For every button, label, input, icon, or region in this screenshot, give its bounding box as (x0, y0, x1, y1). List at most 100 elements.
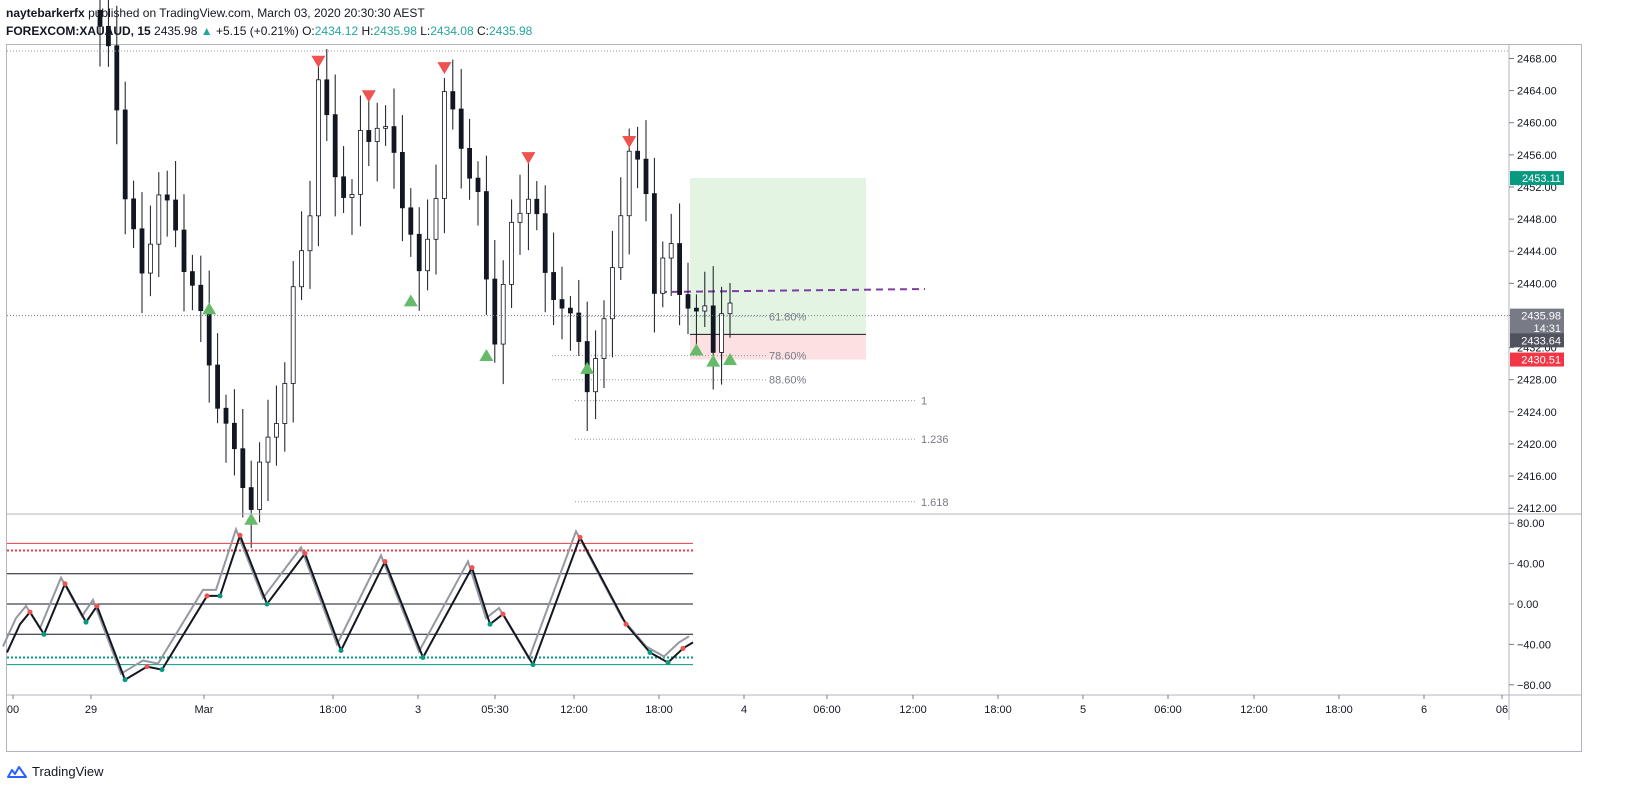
fib-level-label: 78.60% (769, 351, 807, 363)
candle-body (643, 158, 649, 195)
candle-body (374, 127, 380, 142)
osc-tick-label: 40.00 (1517, 559, 1545, 571)
candle (147, 205, 153, 297)
candle (399, 115, 405, 242)
candle (635, 126, 640, 189)
osc-cross-down-dot (680, 645, 686, 651)
footer-brand[interactable]: TradingView (6, 764, 104, 779)
candle (593, 330, 598, 420)
candle-body (399, 152, 405, 209)
osc-cross-down-dot (469, 565, 475, 571)
candle (677, 203, 682, 326)
last-price: 2435.98 (154, 24, 198, 38)
candle-body (467, 147, 473, 179)
candle-body (341, 176, 347, 198)
time-tick-label: 12:00 (560, 704, 588, 716)
price-tick-label: 2468.00 (1517, 54, 1557, 66)
candle-body (240, 448, 246, 488)
osc-cross-down-dot (237, 532, 243, 538)
candle-body (114, 45, 120, 111)
sell-signal-arrow (437, 62, 452, 75)
candle (685, 262, 691, 335)
time-tick-label: 6 (1421, 704, 1427, 716)
price-tick-label: 2440.00 (1517, 278, 1557, 290)
sell-signal-arrow (622, 136, 637, 149)
candle (542, 185, 548, 313)
candle-body (290, 286, 296, 384)
candle-body (122, 109, 128, 200)
time-tick-label: 18:00 (645, 704, 673, 716)
buy-signal-arrow (479, 348, 494, 361)
candle (668, 213, 674, 297)
candle (458, 68, 464, 189)
osc-cross-up-dot (83, 619, 89, 625)
fibonacci-levels[interactable]: 61.80% 78.60% 88.60% 1 1.236 1.618 (552, 311, 949, 509)
candle-body (131, 198, 137, 230)
candle-body (677, 243, 682, 295)
osc-cross-up-dot (487, 621, 493, 627)
candle-body (391, 126, 397, 153)
candle-body (433, 198, 439, 240)
candle (223, 394, 229, 463)
symbol-name[interactable]: FOREXCOM:XAUAUD, 15 (6, 24, 151, 38)
candle (131, 180, 137, 248)
candle-body (593, 358, 598, 393)
chart-canvas[interactable]: 61.80% 78.60% 88.60% 1 1.236 1.618 2468.00 246… (0, 0, 1640, 760)
osc-tick-label: 80.00 (1517, 518, 1545, 530)
close-value: 2435.98 (488, 24, 533, 38)
candle-body (215, 364, 221, 409)
price-badge-bg (1510, 308, 1564, 323)
buy-signal-arrow (723, 352, 737, 365)
candle-body (315, 79, 321, 217)
candle (164, 170, 170, 237)
time-tick-label: 00 (7, 704, 19, 716)
candle-body (248, 487, 254, 510)
time-tick-label: 29 (85, 704, 97, 716)
position-tool[interactable] (659, 178, 926, 360)
candle-body (568, 307, 573, 314)
candle-body (660, 257, 666, 294)
time-tick-label: 5 (1080, 704, 1086, 716)
publish-info: published on TradingView.com, March 03, … (88, 6, 425, 20)
high-value: 2435.98 (373, 24, 417, 38)
candle-body (408, 207, 414, 235)
osc-cross-down-dot (144, 664, 150, 670)
candle (601, 300, 607, 389)
price-badge: 2430.51 (1510, 352, 1564, 367)
candle (240, 408, 246, 518)
candle (643, 120, 649, 222)
candle (702, 271, 708, 328)
candle-body (542, 213, 548, 273)
candle (156, 172, 162, 278)
time-tick-label: 3 (415, 704, 421, 716)
price-tick-label: 2444.00 (1517, 246, 1557, 258)
candle-body (97, 9, 103, 27)
buy-signal-arrow (202, 302, 217, 315)
candle (181, 194, 187, 312)
candle-body (694, 307, 699, 312)
candle-body (475, 177, 481, 192)
price-badge-label: 2453.11 (1522, 173, 1561, 185)
candle (114, 5, 120, 145)
time-tick-label: 12:00 (899, 704, 927, 716)
candle-body (181, 229, 187, 273)
candle-body (416, 233, 422, 272)
candle (551, 232, 556, 326)
price-badge: 2433.64 (1510, 333, 1564, 348)
candle-body (139, 228, 145, 274)
axes: 2468.002464.002460.002456.002452.002448.… (7, 45, 1582, 720)
price-badge-label: 14:31 (1533, 323, 1561, 335)
chart-frame (6, 44, 1582, 752)
osc-cross-down-dot (577, 534, 583, 540)
open-value: 2434.12 (314, 24, 359, 38)
candle (391, 88, 397, 189)
price-badge-bg (1510, 171, 1564, 186)
buy-signal-arrow (706, 354, 721, 367)
change-up-icon: ▲ (200, 24, 213, 38)
candle (727, 283, 733, 338)
author-name[interactable]: naytebarkerfx (6, 6, 85, 20)
candle (710, 266, 716, 390)
price-badge: 2435.98 (1510, 308, 1564, 323)
candle (568, 295, 573, 351)
candle (433, 164, 439, 275)
